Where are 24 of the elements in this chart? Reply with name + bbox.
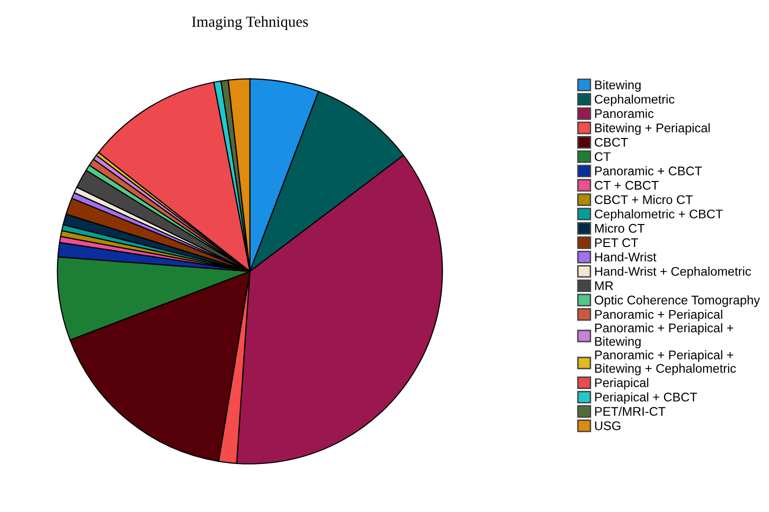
legend-label: PET/MRI-CT bbox=[595, 406, 666, 416]
legend-label: Panoramic + CBCT bbox=[595, 166, 702, 176]
legend-label: Periapical + CBCT bbox=[595, 392, 698, 404]
legend-label: Panoramic bbox=[595, 108, 654, 118]
legend-label: Panoramic + Periapical bbox=[595, 310, 722, 322]
legend-label: CBCT + Micro CT bbox=[594, 194, 693, 204]
legend-label: CBCT bbox=[594, 138, 628, 147]
legend-label: Periapical bbox=[595, 378, 648, 390]
chart-title: Imaging Tehniques bbox=[192, 16, 308, 30]
legend-label: USG bbox=[595, 421, 620, 430]
legend-label: Bitewing bbox=[595, 80, 641, 92]
legend-label: CT + CBCT bbox=[594, 180, 659, 190]
legend-label: Cephalometric bbox=[594, 94, 674, 106]
legend-label: Optic Coherence Tomography bbox=[594, 295, 760, 307]
legend-label: Panoramic + Periapical + Bitewing bbox=[595, 323, 734, 348]
legend-label: Cephalometric + CBCT bbox=[594, 209, 723, 221]
legend-label: Bitewing + Periapical bbox=[595, 123, 710, 135]
legend-label: Micro CT bbox=[595, 224, 645, 233]
legend-label: PET CT bbox=[595, 238, 638, 248]
legend-label: CT bbox=[594, 152, 611, 162]
legend-label: Panoramic + Periapical + Bitewing + Cephalometric bbox=[595, 350, 736, 376]
legend-label: Hand-Wrist + Cephalometric bbox=[595, 266, 751, 278]
legend-label: Hand-Wrist bbox=[595, 252, 656, 262]
legend-label: MR bbox=[595, 281, 614, 290]
